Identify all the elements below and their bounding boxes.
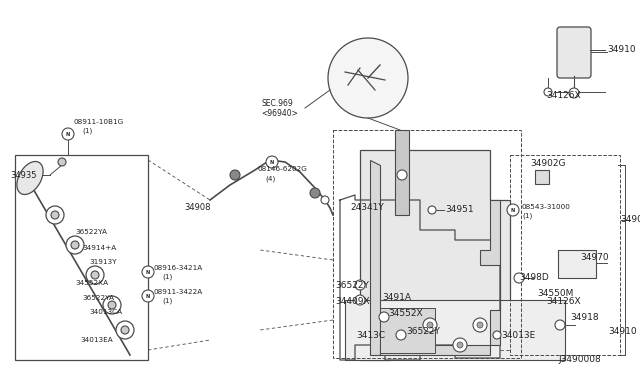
Text: N: N bbox=[511, 208, 515, 212]
Text: (1): (1) bbox=[162, 298, 172, 304]
Text: SEC.969: SEC.969 bbox=[261, 99, 292, 109]
Circle shape bbox=[427, 322, 433, 328]
Circle shape bbox=[544, 88, 552, 96]
Text: 34552XA: 34552XA bbox=[75, 280, 108, 286]
Circle shape bbox=[355, 295, 365, 305]
Text: 34552X: 34552X bbox=[388, 308, 422, 317]
Circle shape bbox=[514, 273, 524, 283]
FancyBboxPatch shape bbox=[557, 27, 591, 78]
Circle shape bbox=[473, 318, 487, 332]
Text: 34910: 34910 bbox=[607, 45, 636, 55]
Text: 08916-3421A: 08916-3421A bbox=[154, 265, 204, 271]
Text: 34013EA: 34013EA bbox=[80, 337, 113, 343]
Circle shape bbox=[46, 206, 64, 224]
Text: 08146-6202G: 08146-6202G bbox=[258, 166, 308, 172]
Circle shape bbox=[103, 296, 121, 314]
Text: (1): (1) bbox=[522, 213, 532, 219]
Text: 34013E: 34013E bbox=[501, 330, 535, 340]
Text: 3413C: 3413C bbox=[356, 331, 385, 340]
Circle shape bbox=[121, 326, 129, 334]
Text: 36522YA: 36522YA bbox=[82, 295, 114, 301]
Circle shape bbox=[310, 188, 320, 198]
Circle shape bbox=[493, 331, 501, 339]
Circle shape bbox=[453, 338, 467, 352]
Circle shape bbox=[108, 301, 116, 309]
Circle shape bbox=[423, 318, 437, 332]
Ellipse shape bbox=[17, 161, 43, 195]
Circle shape bbox=[142, 290, 154, 302]
Circle shape bbox=[62, 128, 74, 140]
Circle shape bbox=[51, 211, 59, 219]
Text: 34908: 34908 bbox=[184, 202, 211, 212]
Circle shape bbox=[477, 322, 483, 328]
Text: 34910: 34910 bbox=[608, 327, 637, 337]
Text: N: N bbox=[146, 294, 150, 298]
Circle shape bbox=[328, 38, 408, 118]
Text: 08543-31000: 08543-31000 bbox=[522, 204, 571, 210]
Text: N: N bbox=[66, 131, 70, 137]
Circle shape bbox=[116, 321, 134, 339]
Circle shape bbox=[507, 204, 519, 216]
Text: 34935: 34935 bbox=[10, 170, 36, 180]
Circle shape bbox=[230, 170, 240, 180]
Text: 34902G: 34902G bbox=[530, 158, 566, 167]
Circle shape bbox=[457, 342, 463, 348]
Text: 34918: 34918 bbox=[570, 312, 598, 321]
Polygon shape bbox=[370, 160, 500, 355]
Text: 34970: 34970 bbox=[580, 253, 609, 263]
Text: 36522YA: 36522YA bbox=[75, 229, 107, 235]
Text: (1): (1) bbox=[82, 128, 92, 134]
Circle shape bbox=[266, 156, 278, 168]
Text: 31913Y: 31913Y bbox=[89, 259, 116, 265]
Text: 34914+A: 34914+A bbox=[82, 245, 116, 251]
Text: N: N bbox=[146, 269, 150, 275]
Bar bbox=[510, 155, 620, 355]
Text: (4): (4) bbox=[265, 176, 275, 182]
Text: N: N bbox=[270, 160, 274, 164]
Text: 34013CA: 34013CA bbox=[89, 309, 122, 315]
Text: 3498D: 3498D bbox=[519, 273, 548, 282]
Circle shape bbox=[396, 330, 406, 340]
Text: 34126X: 34126X bbox=[546, 92, 580, 100]
Circle shape bbox=[379, 312, 389, 322]
Text: 34902: 34902 bbox=[620, 215, 640, 224]
Bar bbox=[333, 130, 521, 358]
Text: 34550M: 34550M bbox=[537, 289, 573, 298]
Circle shape bbox=[86, 266, 104, 284]
Bar bbox=[15, 155, 148, 360]
Bar bbox=[558, 250, 596, 278]
Circle shape bbox=[91, 271, 99, 279]
Text: 34951: 34951 bbox=[445, 205, 474, 215]
Text: 34126X: 34126X bbox=[546, 298, 580, 307]
Circle shape bbox=[142, 266, 154, 278]
Circle shape bbox=[428, 206, 436, 214]
Bar bbox=[395, 130, 409, 215]
Text: (1): (1) bbox=[162, 274, 172, 280]
Text: 08911-10B1G: 08911-10B1G bbox=[74, 119, 124, 125]
Circle shape bbox=[569, 88, 579, 98]
Polygon shape bbox=[360, 150, 510, 360]
Bar bbox=[380, 308, 435, 353]
Circle shape bbox=[66, 236, 84, 254]
Text: <96940>: <96940> bbox=[261, 109, 298, 118]
Text: 24341Y: 24341Y bbox=[350, 203, 384, 212]
Text: 36522Y: 36522Y bbox=[335, 280, 369, 289]
Circle shape bbox=[71, 241, 79, 249]
Circle shape bbox=[58, 158, 66, 166]
Text: J3490008: J3490008 bbox=[558, 356, 601, 365]
Circle shape bbox=[321, 196, 329, 204]
Circle shape bbox=[355, 280, 365, 290]
Text: 36522Y: 36522Y bbox=[406, 327, 440, 336]
Text: 08911-3422A: 08911-3422A bbox=[154, 289, 204, 295]
Circle shape bbox=[397, 170, 407, 180]
Text: 34409X: 34409X bbox=[335, 298, 370, 307]
Text: 3491A: 3491A bbox=[382, 294, 411, 302]
Circle shape bbox=[555, 320, 565, 330]
Bar bbox=[345, 300, 565, 360]
Bar bbox=[535, 170, 549, 184]
